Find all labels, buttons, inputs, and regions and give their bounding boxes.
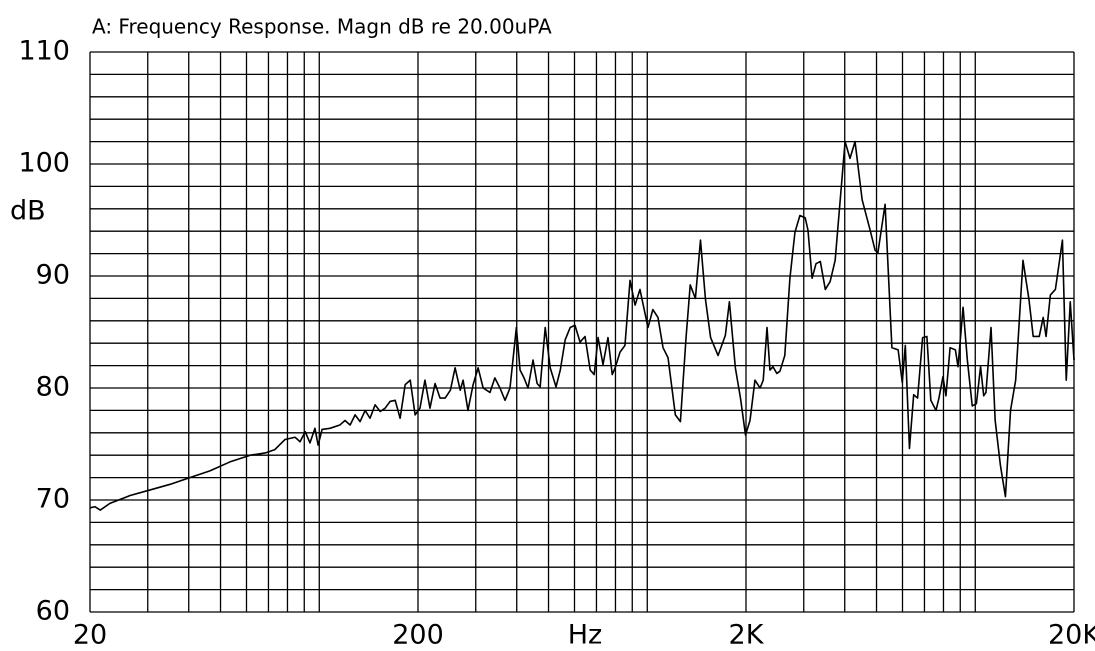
y-tick-label: 90 xyxy=(36,260,70,291)
x-tick-label: 20 xyxy=(73,620,107,651)
y-tick-label: 100 xyxy=(18,148,70,179)
y-tick-label: 110 xyxy=(18,36,70,67)
x-tick-label: 200 xyxy=(392,620,444,651)
chart-title: A: Frequency Response. Magn dB re 20.00u… xyxy=(92,15,552,39)
x-tick-label: 20K xyxy=(1048,620,1095,651)
y-tick-label: 60 xyxy=(36,596,70,627)
x-axis-label: Hz xyxy=(568,620,602,651)
x-tick-label: 2K xyxy=(729,620,765,651)
response-line xyxy=(89,140,1075,511)
y-tick-label: 70 xyxy=(36,484,70,515)
y-axis-label: dB xyxy=(10,196,46,227)
y-tick-label: 80 xyxy=(36,372,70,403)
